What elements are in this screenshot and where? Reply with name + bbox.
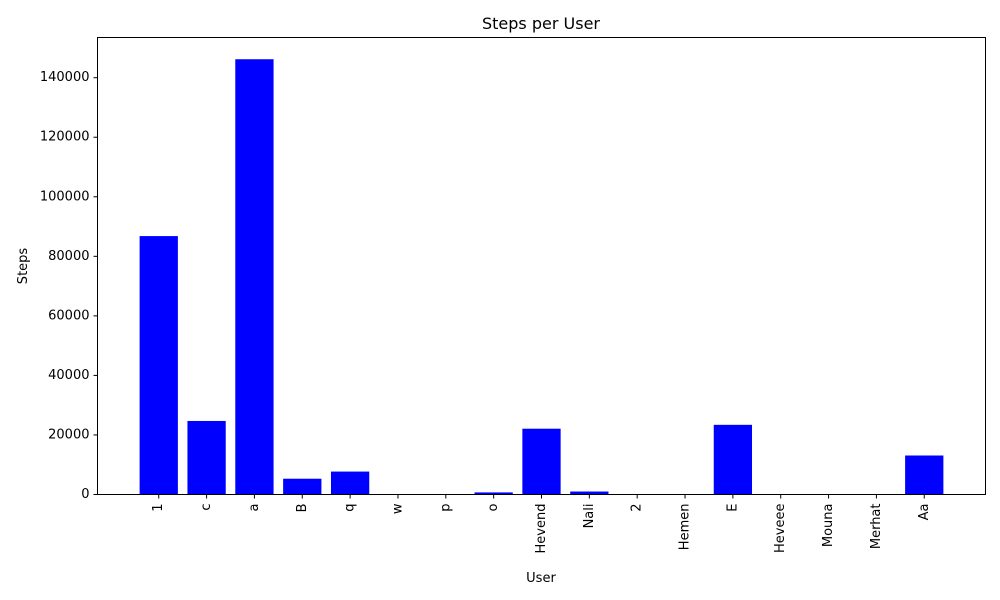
y-tick-label: 40000 bbox=[48, 368, 89, 383]
bar-c bbox=[187, 420, 226, 495]
x-tick-label: o bbox=[486, 503, 501, 511]
x-tick-label: Hevend bbox=[534, 504, 549, 554]
x-tick-label: c bbox=[199, 504, 214, 511]
y-tick-label: 80000 bbox=[48, 249, 89, 264]
y-tick-label: 140000 bbox=[40, 70, 90, 85]
bar-B bbox=[283, 478, 322, 495]
bar-a bbox=[235, 59, 274, 495]
x-tick-label: a bbox=[247, 504, 262, 512]
bars-group bbox=[139, 59, 944, 495]
y-tick-label: 100000 bbox=[40, 189, 90, 204]
chart-title: Steps per User bbox=[482, 14, 600, 33]
plot-frame bbox=[97, 37, 986, 495]
x-tick-label: p bbox=[438, 504, 453, 512]
x-tick-label: B bbox=[295, 504, 310, 513]
bar-Hevend bbox=[522, 428, 561, 495]
x-tick-label: q bbox=[343, 504, 358, 512]
y-axis-title: Steps bbox=[16, 248, 31, 285]
x-tick-label: w bbox=[390, 503, 405, 514]
x-tick-label: Nali bbox=[582, 504, 597, 529]
bar-Aa bbox=[905, 455, 944, 495]
bar-E bbox=[713, 424, 753, 495]
x-tick-label: Merhat bbox=[869, 504, 884, 550]
x-tick-label: Heveee bbox=[773, 504, 788, 553]
bar-1 bbox=[139, 236, 178, 495]
y-tick-label: 20000 bbox=[48, 427, 89, 442]
bar-q bbox=[330, 471, 370, 495]
x-tick-label: 1 bbox=[151, 504, 166, 512]
x-tick-label: E bbox=[725, 504, 740, 512]
x-tick-label: 2 bbox=[630, 504, 645, 512]
x-tick-label: Aa bbox=[917, 504, 932, 521]
y-tick-label: 0 bbox=[81, 487, 89, 502]
y-tick-label: 60000 bbox=[48, 308, 89, 323]
x-tick-label: Mouna bbox=[821, 504, 836, 548]
x-axis-title: User bbox=[526, 571, 556, 586]
x-tick-label: Hemen bbox=[678, 504, 693, 551]
bar-Nali bbox=[570, 491, 609, 495]
y-tick-label: 120000 bbox=[40, 130, 90, 145]
y-axis: 0 20000 40000 60000 80000 100000 120000 140000 bbox=[40, 70, 98, 502]
bar-o bbox=[474, 492, 513, 495]
